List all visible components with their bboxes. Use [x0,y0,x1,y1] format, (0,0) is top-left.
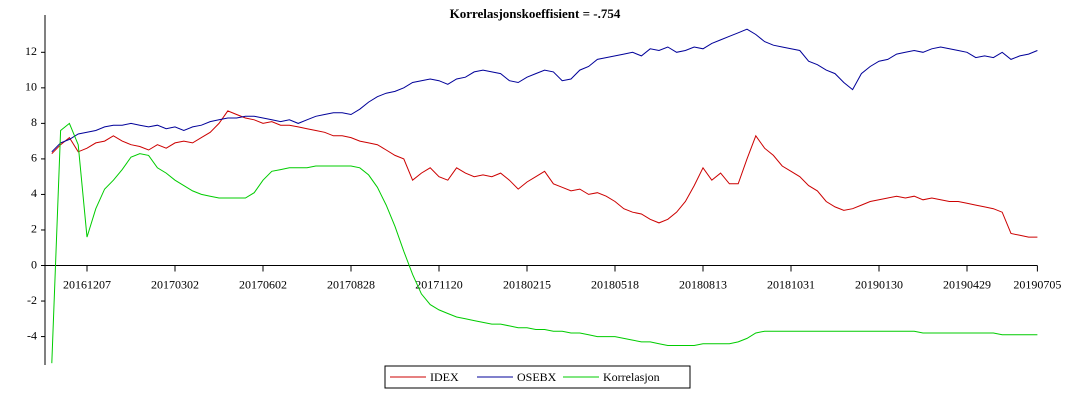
legend-label: Korrelasjon [603,370,660,384]
chart-title: Korrelasjonskoeffisient = -.754 [450,6,621,21]
y-tick-label: 10 [25,80,37,94]
y-tick-label: 12 [25,44,37,58]
legend-label: OSEBX [517,370,557,384]
x-tick-label: 20170602 [239,277,287,291]
y-tick-label: 6 [31,151,37,165]
x-tick-label: 20180518 [591,277,639,291]
x-tick-label: 20190705 [1013,277,1061,291]
y-tick-label: 8 [31,115,37,129]
series-line [51,122,1038,364]
y-tick-label: -2 [27,293,37,307]
x-tick-label: 20171120 [415,277,463,291]
legend-box [384,365,691,389]
series-line [51,28,1038,153]
x-tick-label: 20190429 [943,277,991,291]
legend: IDEX OSEBX Korrelasjon [384,365,691,389]
y-tick-label: 4 [31,186,37,200]
x-tick-label: 20190130 [855,277,903,291]
y-tick-label: 0 [31,257,37,271]
x-tick-label: 20181031 [767,277,815,291]
x-tick-label: 20161207 [63,277,111,291]
series-line [51,110,1038,238]
x-tick-label: 20180813 [679,277,727,291]
legend-label: IDEX [430,370,459,384]
x-tick-label: 20170828 [327,277,375,291]
y-tick-label: -4 [27,328,37,342]
x-tick-label: 20180215 [503,277,551,291]
y-tick-label: 2 [31,222,37,236]
x-tick-label: 20170302 [151,277,199,291]
